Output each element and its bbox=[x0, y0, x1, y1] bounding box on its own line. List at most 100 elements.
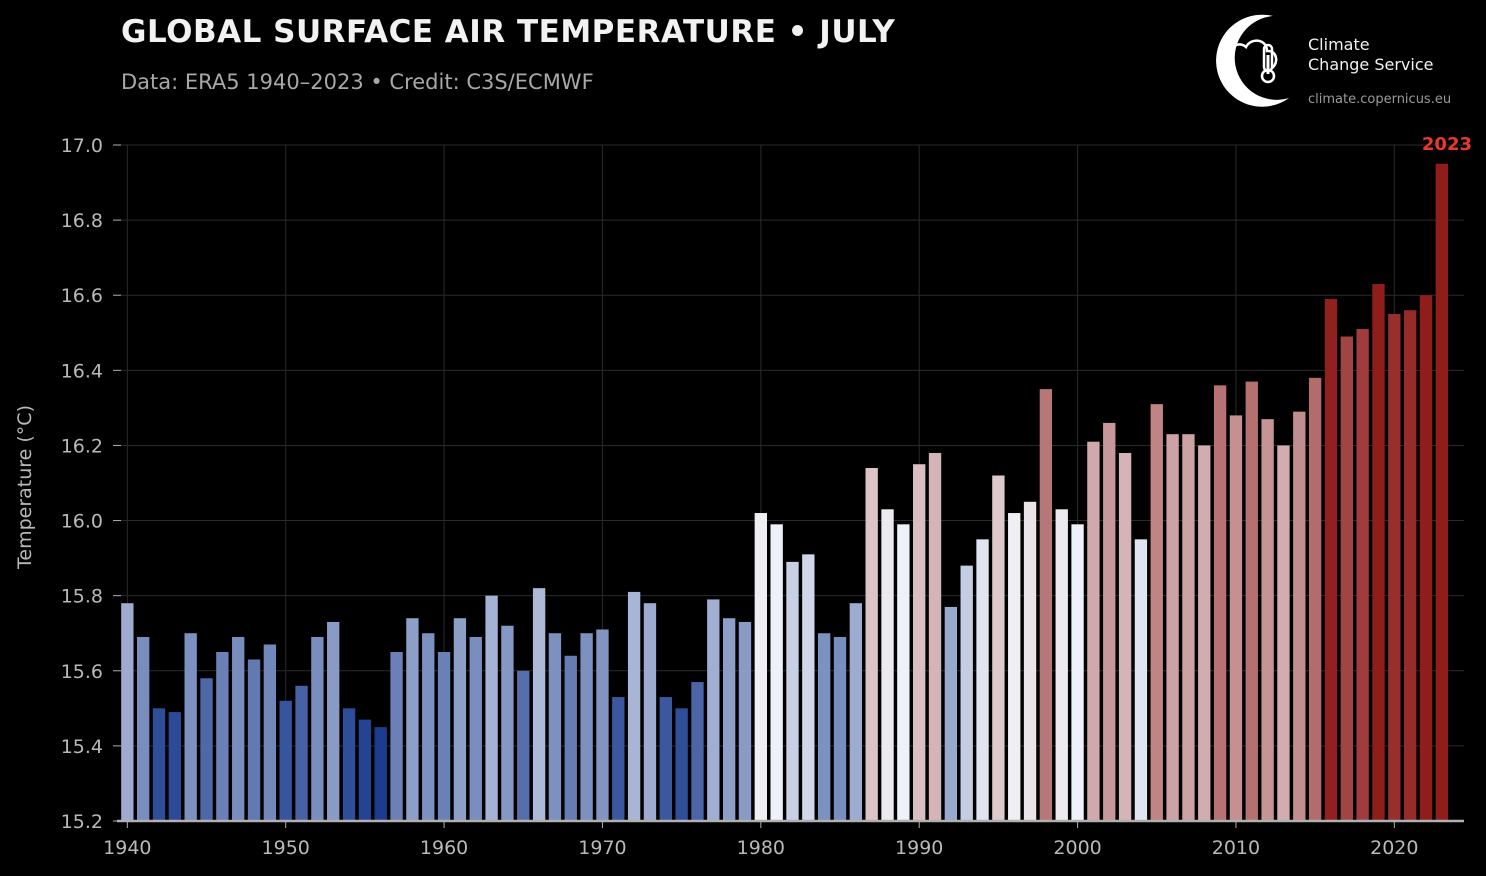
bar-2006 bbox=[1166, 434, 1179, 821]
bar-2000 bbox=[1071, 524, 1084, 821]
bar-1999 bbox=[1055, 509, 1068, 821]
bar-1960 bbox=[437, 652, 451, 821]
bar-1959 bbox=[422, 633, 435, 821]
bar-1973 bbox=[643, 603, 657, 821]
bar-1975 bbox=[675, 708, 688, 821]
y-tick-label: 15.2 bbox=[61, 811, 103, 833]
y-tick-label: 16.4 bbox=[61, 360, 103, 382]
bar-1940 bbox=[121, 603, 134, 821]
x-tick-label: 2010 bbox=[1212, 837, 1260, 859]
copernicus-logo[interactable]: Climate Change Service climate.copernicu… bbox=[1203, 6, 1486, 118]
bar-2015 bbox=[1308, 377, 1322, 821]
y-tick-label: 15.8 bbox=[61, 586, 103, 608]
bar-2002 bbox=[1103, 422, 1116, 821]
y-axis-label: Temperature (°C) bbox=[14, 405, 36, 570]
bar-1943 bbox=[168, 712, 182, 821]
bar-2021 bbox=[1403, 310, 1417, 821]
bar-1979 bbox=[738, 621, 752, 821]
y-tick-label: 16.6 bbox=[61, 285, 103, 307]
y-tick-label: 17.0 bbox=[61, 135, 103, 157]
bar-2011 bbox=[1245, 381, 1258, 821]
bar-2018 bbox=[1356, 329, 1369, 821]
bar-1963 bbox=[485, 595, 498, 821]
bar-1956 bbox=[374, 727, 387, 821]
bar-1995 bbox=[992, 475, 1005, 821]
bar-1948 bbox=[247, 659, 261, 821]
bar-1968 bbox=[564, 655, 577, 821]
bar-2014 bbox=[1293, 411, 1306, 821]
bar-1980 bbox=[754, 513, 767, 821]
bar-1952 bbox=[311, 636, 324, 821]
bar-1983 bbox=[802, 554, 815, 821]
bar-1989 bbox=[897, 524, 910, 821]
bar-1998 bbox=[1039, 389, 1053, 821]
bar-1982 bbox=[786, 561, 799, 821]
x-axis: 1940 1950 1960 1970 1980 1990 2000 2010 2020 bbox=[103, 821, 1418, 859]
bar-1984 bbox=[818, 633, 831, 821]
highlight-label-2023: 2023 bbox=[1422, 134, 1472, 155]
bar-1986 bbox=[849, 603, 863, 821]
bar-1987 bbox=[865, 467, 878, 821]
bar-1969 bbox=[580, 633, 593, 821]
bar-1951 bbox=[295, 685, 308, 821]
bar-1985 bbox=[833, 636, 847, 821]
bar-2023 bbox=[1435, 163, 1448, 821]
bar-2001 bbox=[1087, 441, 1100, 821]
bar-2003 bbox=[1118, 452, 1132, 821]
bar-1993 bbox=[960, 565, 973, 821]
bar-1954 bbox=[342, 708, 356, 821]
bar-1974 bbox=[659, 697, 672, 821]
bar-1955 bbox=[358, 719, 372, 821]
bar-1977 bbox=[707, 599, 720, 821]
y-tick-label: 16.2 bbox=[61, 435, 103, 457]
bar-2010 bbox=[1229, 415, 1243, 821]
bar-1961 bbox=[453, 618, 467, 821]
bar-1967 bbox=[548, 633, 562, 821]
bar-2019 bbox=[1372, 283, 1385, 822]
bar-1981 bbox=[770, 524, 783, 821]
y-axis: 15.2 15.4 15.6 15.8 16.0 16.2 16.4 16.6 16.8 17.0 bbox=[61, 135, 121, 833]
bar-1990 bbox=[913, 464, 926, 821]
bar-2016 bbox=[1324, 298, 1338, 822]
bar-1994 bbox=[976, 539, 989, 821]
x-tick-label: 1990 bbox=[895, 837, 943, 859]
bar-1946 bbox=[216, 652, 229, 821]
y-tick-label: 16.8 bbox=[61, 210, 103, 232]
bar-2017 bbox=[1340, 336, 1353, 821]
bar-1972 bbox=[627, 591, 641, 821]
y-tick-label: 15.4 bbox=[61, 736, 103, 758]
bar-1991 bbox=[928, 452, 942, 821]
bar-1950 bbox=[279, 700, 292, 821]
bar-2007 bbox=[1182, 434, 1195, 821]
bar-1978 bbox=[722, 618, 736, 821]
bar-1957 bbox=[390, 652, 403, 821]
bar-2004 bbox=[1134, 539, 1148, 821]
bar-1944 bbox=[184, 633, 197, 821]
bars bbox=[121, 163, 1448, 822]
bar-1965 bbox=[517, 670, 530, 821]
y-tick-label: 16.0 bbox=[61, 511, 103, 533]
bar-1976 bbox=[691, 682, 704, 821]
bar-1966 bbox=[532, 588, 546, 821]
bar-2005 bbox=[1150, 404, 1163, 821]
bar-2022 bbox=[1419, 295, 1433, 822]
bar-1964 bbox=[501, 625, 514, 821]
bar-1949 bbox=[263, 644, 277, 821]
x-tick-label: 1960 bbox=[420, 837, 468, 859]
bar-1945 bbox=[200, 678, 213, 821]
logo-url[interactable]: climate.copernicus.eu bbox=[1308, 92, 1452, 107]
bar-1941 bbox=[137, 636, 150, 821]
x-tick-label: 2000 bbox=[1053, 837, 1101, 859]
bar-1953 bbox=[327, 621, 340, 821]
bar-1970 bbox=[596, 629, 609, 821]
bar-1971 bbox=[612, 697, 625, 821]
bar-1992 bbox=[944, 606, 958, 821]
bar-2009 bbox=[1213, 385, 1227, 821]
x-tick-label: 1950 bbox=[262, 837, 310, 859]
bar-1958 bbox=[406, 618, 419, 821]
bar-2012 bbox=[1261, 419, 1274, 821]
x-tick-label: 1970 bbox=[578, 837, 626, 859]
chart-subtitle: Data: ERA5 1940–2023 • Credit: C3S/ECMWF bbox=[121, 70, 594, 94]
chart-title: GLOBAL SURFACE AIR TEMPERATURE • JULY bbox=[121, 14, 896, 50]
